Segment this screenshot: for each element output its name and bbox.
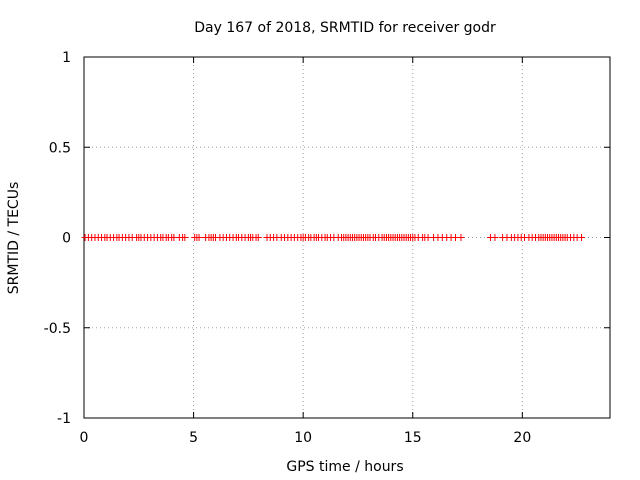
x-tick-label: 15 — [404, 430, 422, 446]
y-tick-label: -1 — [57, 411, 71, 427]
data-point — [181, 234, 189, 241]
chart-title: Day 167 of 2018, SRMTID for receiver god… — [194, 20, 496, 36]
x-tick-label: 0 — [80, 430, 89, 446]
x-tick-label: 5 — [189, 430, 198, 446]
y-tick-label: 1 — [62, 50, 71, 66]
y-tick-labels: 1 0.5 0 -0.5 -1 — [44, 50, 71, 427]
x-tick-label: 10 — [294, 430, 312, 446]
axis-ticks — [83, 56, 610, 419]
x-tick-labels: 0 5 10 15 20 — [80, 430, 532, 446]
x-tick-label: 20 — [513, 430, 531, 446]
data-point — [254, 234, 262, 241]
y-axis-label: SRMTID / TECUs — [6, 182, 22, 295]
data-point — [491, 234, 499, 241]
data-point — [195, 234, 203, 241]
y-tick-label: 0 — [62, 231, 71, 247]
data-points — [81, 234, 586, 241]
x-axis-label: GPS time / hours — [286, 459, 403, 475]
data-point — [457, 234, 465, 241]
y-tick-label: 0.5 — [49, 140, 71, 156]
data-point — [578, 234, 586, 241]
y-tick-label: -0.5 — [44, 321, 71, 337]
